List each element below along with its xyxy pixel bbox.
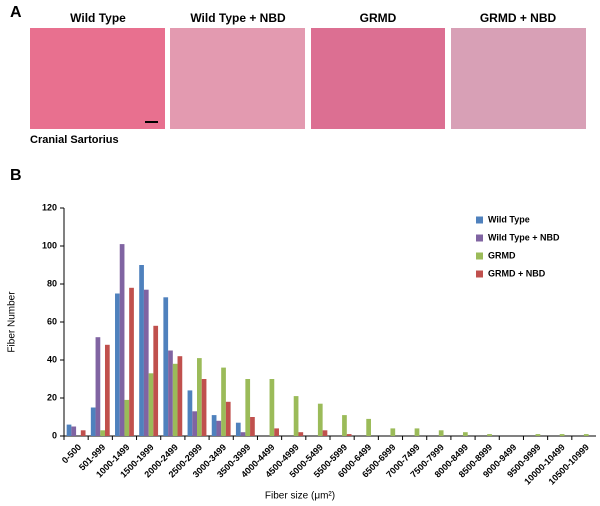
legend-label: GRMD + NBD <box>488 268 546 278</box>
bar <box>274 428 279 436</box>
bar <box>172 363 178 436</box>
histology-image <box>30 28 165 129</box>
bar <box>201 379 207 436</box>
legend-label: Wild Type + NBD <box>488 232 560 242</box>
bar <box>298 432 304 436</box>
y-tick-label: 0 <box>52 430 57 440</box>
legend-swatch <box>476 234 483 242</box>
panel-label: B <box>10 167 22 184</box>
bar <box>366 418 371 436</box>
bar <box>90 407 96 436</box>
bar <box>168 350 173 436</box>
bar <box>240 432 246 436</box>
bar <box>225 401 231 436</box>
bar <box>124 399 130 436</box>
bar <box>221 367 226 436</box>
y-tick-label: 40 <box>47 354 57 364</box>
image-title: GRMD <box>360 11 397 25</box>
bar <box>250 417 255 436</box>
bar <box>438 430 444 436</box>
bar <box>153 325 159 436</box>
histology-image <box>311 28 445 129</box>
y-tick-label: 20 <box>47 392 57 402</box>
bar <box>317 403 323 436</box>
bar <box>322 430 328 436</box>
bar <box>583 434 589 436</box>
bar <box>293 396 299 436</box>
bar <box>235 422 241 436</box>
histology-image <box>170 28 305 129</box>
bar <box>216 420 222 436</box>
bar <box>463 432 468 436</box>
histology-image <box>451 28 586 129</box>
image-title: GRMD + NBD <box>480 11 557 25</box>
bar <box>211 415 217 436</box>
legend-label: Wild Type <box>488 214 530 224</box>
image-title: Wild Type <box>70 11 126 25</box>
image-title: Wild Type + NBD <box>190 11 286 25</box>
bar <box>148 373 154 436</box>
legend-label: GRMD <box>488 250 516 260</box>
bar <box>487 434 492 436</box>
bar <box>535 434 541 436</box>
bar <box>119 244 125 436</box>
panel-label: A <box>10 4 22 21</box>
y-tick-label: 60 <box>47 316 57 326</box>
bar <box>80 430 86 436</box>
bar <box>177 356 183 436</box>
legend-swatch <box>476 252 483 260</box>
legend-swatch <box>476 270 483 278</box>
bar <box>71 426 77 436</box>
bar <box>390 428 396 436</box>
bar <box>342 415 347 436</box>
legend-swatch <box>476 216 483 224</box>
image-caption: Cranial Sartorius <box>30 134 119 146</box>
bar <box>192 411 197 436</box>
y-tick-label: 100 <box>42 240 57 250</box>
bar <box>139 265 144 436</box>
bar <box>414 428 420 436</box>
bar <box>143 289 149 436</box>
bar <box>95 337 101 436</box>
bar <box>115 293 120 436</box>
bar <box>100 430 105 436</box>
y-axis-label: Fiber Number <box>7 291 18 353</box>
bar <box>346 434 352 436</box>
bar <box>66 424 72 436</box>
x-axis-label: Fiber size (μm²) <box>265 491 335 502</box>
bar <box>245 379 251 436</box>
y-tick-label: 120 <box>42 202 57 212</box>
bar <box>269 379 275 436</box>
bar <box>104 344 110 436</box>
bar <box>559 434 565 436</box>
bar <box>129 287 134 436</box>
bar <box>197 358 202 436</box>
bar <box>187 390 193 436</box>
y-tick-label: 80 <box>47 278 57 288</box>
bar <box>163 297 169 436</box>
